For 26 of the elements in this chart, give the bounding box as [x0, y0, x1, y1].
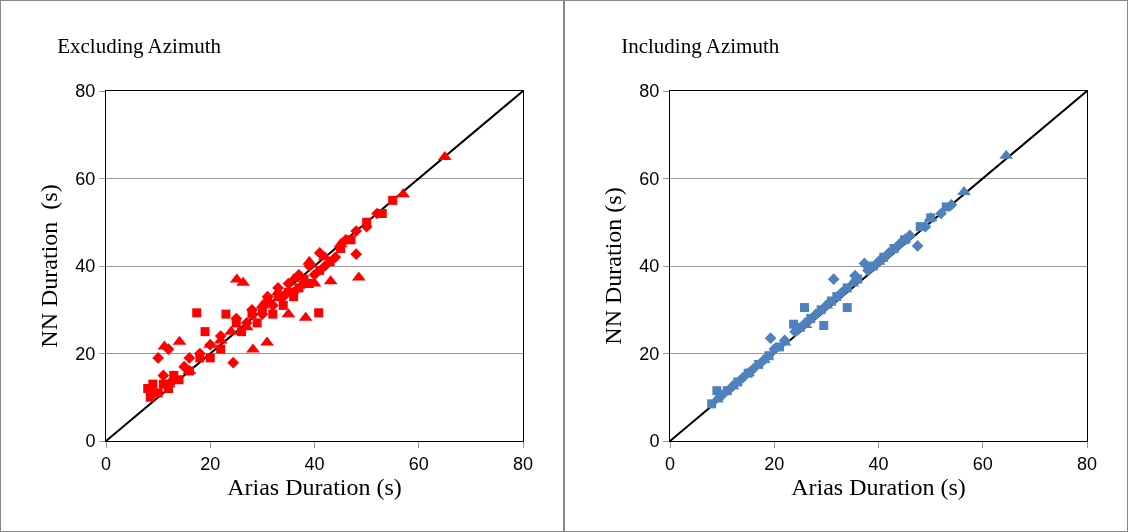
y-tick-label: 80	[639, 81, 660, 102]
y-tick-label: 60	[639, 168, 660, 189]
x-axis-title: Arias Duration (s)	[791, 473, 966, 500]
y-tick-label: 20	[639, 343, 660, 364]
y-tick-label: 60	[75, 168, 96, 189]
x-tick-label: 40	[868, 453, 889, 474]
y-axis-title: NN Duration (s)	[600, 187, 627, 345]
x-tick-label: 40	[304, 453, 325, 474]
x-axis-title: Arias Duration (s)	[227, 473, 402, 500]
x-tick-label: 60	[972, 453, 993, 474]
chart-title: Including Azimuth	[621, 33, 780, 58]
x-tick-label: 20	[764, 453, 785, 474]
y-tick-label: 0	[649, 431, 660, 452]
x-tick-label: 80	[1076, 453, 1098, 474]
chart-title: Excluding Azimuth	[57, 33, 222, 58]
x-tick-label: 0	[100, 453, 112, 474]
y-tick-label: 40	[75, 256, 96, 277]
x-tick-label: 60	[408, 453, 429, 474]
y-tick-label: 20	[75, 343, 96, 364]
y-tick-label: 80	[75, 81, 96, 102]
x-tick-label: 0	[664, 453, 676, 474]
x-tick-label: 20	[200, 453, 221, 474]
x-tick-label: 80	[512, 453, 534, 474]
y-axis-title: NN Duration (s)	[36, 184, 63, 348]
y-tick-label: 0	[85, 431, 96, 452]
y-tick-label: 40	[639, 256, 660, 277]
